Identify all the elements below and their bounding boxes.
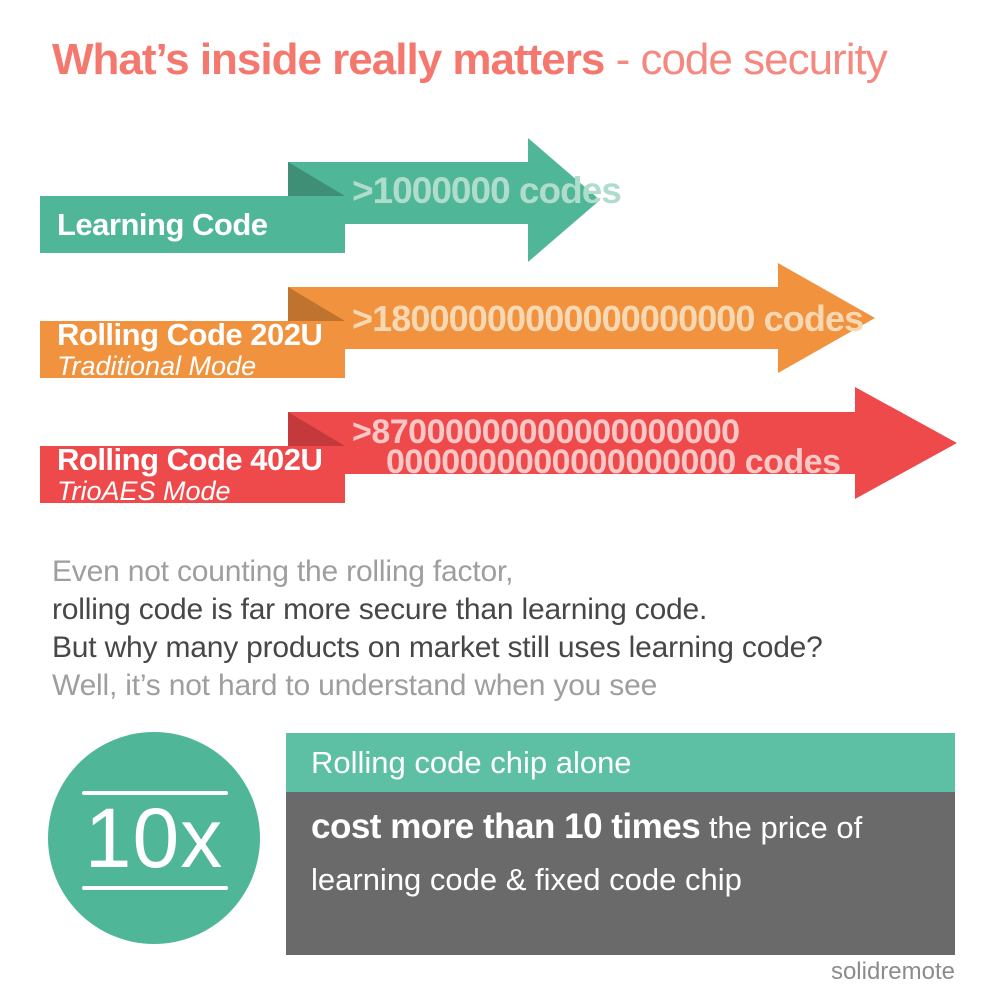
price-callout: Rolling code chip alone cost more than 1… (286, 733, 955, 955)
arrow-label: Rolling Code 402U (57, 442, 323, 477)
learning-code-arrow-shape (288, 138, 600, 262)
divider-line (82, 886, 228, 890)
page-title-rest: - code security (604, 35, 888, 84)
price-statement: cost more than 10 times the price of (311, 807, 930, 847)
rolling-code-402u-arrow-shape (288, 387, 957, 499)
rolling-code-202u-arrow-fold (288, 287, 345, 321)
code-count-rolling-code-402u: >87000000000000000000 000000000000000000… (352, 413, 841, 481)
paragraph-line-3: But why many products on market still us… (52, 631, 823, 664)
price-statement-rest: the price of (700, 810, 863, 845)
paragraph-line-1: Even not counting the rolling factor, (52, 555, 514, 588)
page-title: What’s inside really matters - code secu… (52, 35, 888, 84)
arrow-sublabel: Traditional Mode (57, 351, 257, 381)
code-count-rolling-code-202u: >18000000000000000000 codes (352, 298, 864, 339)
price-statement-emphasis: cost more than 10 times (311, 807, 701, 846)
paragraph-line-4: Well, it’s not hard to understand when y… (52, 669, 658, 702)
brand-watermark: solidremote (830, 958, 955, 985)
rolling-code-202u-arrow-shape (288, 263, 875, 373)
multiplier-value: 10x (84, 790, 224, 885)
rolling-code-402u-arrow-fold (288, 412, 345, 446)
code-count-line1: >87000000000000000000 (352, 413, 740, 451)
multiplier-badge: 10x (48, 732, 260, 944)
arrow-sublabel: TrioAES Mode (57, 476, 231, 506)
learning-code-arrow-fold (288, 162, 345, 196)
label-bar-rolling-code-202u: Rolling Code 202U Traditional Mode (40, 317, 345, 381)
divider-line (82, 791, 228, 795)
page-title-emphasis: What’s inside really matters (52, 35, 605, 84)
paragraph-line-2: rolling code is far more secure than lea… (52, 593, 708, 626)
price-statement-line2: learning code & fixed code chip (311, 862, 742, 897)
code-count-line2: 0000000000000000000 codes (386, 443, 841, 481)
price-callout-header: Rolling code chip alone (286, 733, 955, 792)
arrow-label: Learning Code (57, 206, 268, 242)
arrow-label: Rolling Code 202U (57, 317, 323, 352)
explanation-paragraph: Even not counting the rolling factor, ro… (52, 553, 823, 705)
label-bar-rolling-code-402u: Rolling Code 402U TrioAES Mode (40, 442, 345, 506)
label-bar-learning-code: Learning Code (40, 196, 345, 253)
code-count-learning-code: >1000000 codes (352, 170, 622, 211)
price-callout-body: cost more than 10 times the price of lea… (286, 792, 955, 955)
